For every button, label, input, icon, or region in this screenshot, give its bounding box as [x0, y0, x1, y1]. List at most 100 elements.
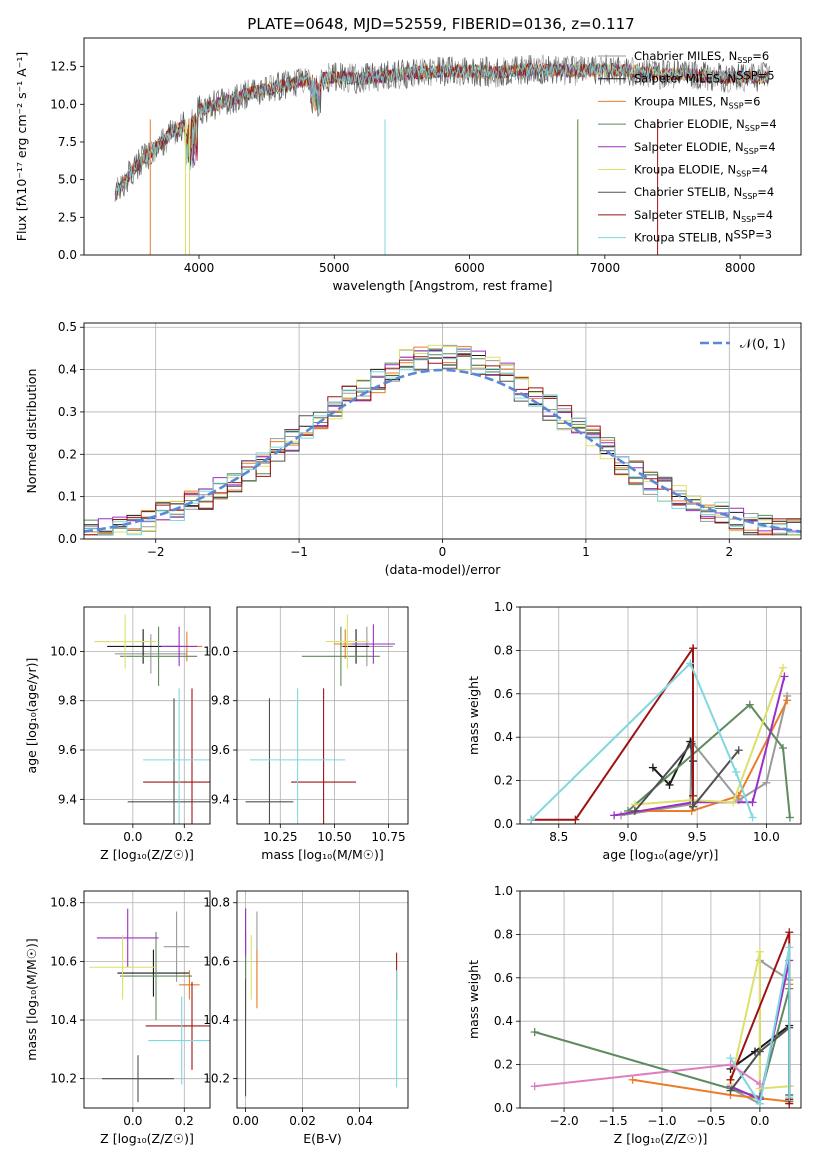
x-tick-label: 0.0 [123, 830, 142, 844]
x-tick-label: 0.0 [123, 1114, 142, 1128]
plot-area [237, 607, 408, 824]
legend-subscript: SSP [737, 56, 752, 65]
x-tick-label: 6000 [454, 261, 485, 275]
panel-weight-vs-age: 8.5 9.0 9.5 10.0 0.0 0.2 0.4 0.6 0.8 1.0 age [log₁… [466, 600, 802, 862]
axes-frame [236, 890, 409, 1109]
plot-area [520, 891, 801, 1108]
x-tick-label: 0.2 [175, 830, 194, 844]
y-axis-label: Normed distribution [24, 369, 39, 494]
x-axis-label: wavelength [Angstrom, rest frame] [332, 278, 552, 293]
y-tick-label: 0.4 [494, 730, 513, 744]
legend-subscript: SSP [729, 101, 744, 110]
y-tick-label: 0.3 [58, 405, 77, 419]
x-tick-label: 5000 [319, 261, 350, 275]
y-tick-label: 7.5 [58, 135, 77, 149]
panel-age-vs-Z: 0.0 0.2 9.4 9.6 9.8 10.0 Z [log₁₀(Z/Z☉)] age [l… [24, 606, 211, 862]
legend-count: SSP=3 [734, 228, 773, 242]
x-tick-label: 10.25 [263, 830, 297, 844]
x-axis-label: E(B-V) [303, 1131, 342, 1146]
weight-line-8 [729, 947, 791, 1107]
y-axis-label: mass weight [466, 960, 481, 1039]
x-tick-label: 4000 [184, 261, 215, 275]
legend-label: Salpeter ELODIE, NSSP=4 [634, 140, 776, 156]
panel-age-vs-mass: 10.25 10.50 10.75 9.4 9.6 9.8 10.0 mass [log₁₀(… [203, 606, 409, 862]
y-tick-label: 1.0 [494, 884, 513, 898]
panel-residuals: −2 −1 0 1 2 0.0 0.1 0.2 0.3 0.4 0.5 (data-model)/er… [24, 320, 802, 577]
legend-model-name: Kroupa ELODIE, N [634, 163, 736, 177]
axes-frame [519, 606, 802, 825]
legend-label: Kroupa MILES, NSSP=6 [634, 94, 760, 110]
panel-mass-vs-Z: 0.0 0.2 10.2 10.4 10.6 10.8 Z [log₁₀(Z/Z☉)] mas… [24, 890, 211, 1146]
legend-label: Salpeter STELIB, NSSP=4 [634, 208, 773, 224]
y-tick-label: 0.2 [58, 447, 77, 461]
weight-line-7 [531, 644, 694, 821]
weight-line-0 [620, 695, 789, 817]
y-axis-label: mass weight [466, 676, 481, 755]
spectrum-line-8 [114, 61, 770, 203]
x-tick-label: −1 [290, 545, 308, 559]
y-tick-label: 0.0 [494, 1101, 513, 1115]
weight-line-3 [627, 703, 791, 818]
weight-line-5 [634, 667, 784, 806]
legend-model-name: Chabrier ELODIE, N [634, 117, 745, 131]
y-tick-label: 9.4 [58, 792, 77, 806]
y-tick-label: 10.8 [50, 896, 77, 910]
x-axis-label: age [log₁₀(age/yr)] [603, 847, 719, 862]
weight-line-5 [729, 951, 790, 1090]
y-tick-label: 9.4 [211, 792, 230, 806]
y-tick-label: 1.0 [494, 600, 513, 614]
legend-count: =4 [759, 140, 776, 154]
y-tick-label: 10.2 [203, 1072, 230, 1086]
axes-frame [83, 606, 211, 825]
x-tick-label: 0 [439, 545, 447, 559]
y-tick-label: 12.5 [50, 60, 77, 74]
legend-model-name: Kroupa STELIB, N [634, 231, 734, 245]
legend-label: Kroupa ELODIE, NSSP=4 [634, 163, 768, 179]
weight-line-4 [613, 676, 786, 817]
legend-model-name: Chabrier STELIB, N [634, 185, 742, 199]
legend-model-name: Salpeter MILES, N [634, 72, 736, 86]
y-tick-label: 10.6 [50, 954, 77, 968]
plot-area [84, 607, 210, 824]
x-tick-label: 9.5 [688, 830, 707, 844]
y-tick-label: 0.0 [58, 532, 77, 546]
legend-count: =4 [760, 117, 777, 131]
x-tick-label: 8.5 [549, 830, 568, 844]
panel-mass-vs-ebv: 0.00 0.02 0.04 10.2 10.4 10.6 10.8 E(B-V) [203, 890, 409, 1146]
y-axis-label: Flux [fλ10⁻¹⁷ erg cm⁻² s⁻¹ A⁻¹] [14, 52, 29, 241]
panel-spectrum: 4000 5000 6000 7000 8000 0.0 2.5 5.0 7.5 10.0 12.5… [14, 37, 802, 293]
y-tick-label: 10.4 [203, 1013, 230, 1027]
x-tick-label: 0.04 [346, 1114, 373, 1128]
legend-label: Chabrier STELIB, NSSP=4 [634, 185, 774, 201]
x-tick-label: 10.75 [371, 830, 405, 844]
legend-subscript: SSP [741, 215, 756, 224]
x-tick-label: −2 [147, 545, 165, 559]
histogram-8 [84, 348, 801, 539]
x-tick-label: 2 [725, 545, 733, 559]
plot-area [84, 323, 801, 539]
y-tick-label: 0.8 [494, 643, 513, 657]
y-tick-label: 9.8 [58, 694, 77, 708]
legend-label: Kroupa STELIB, NSSP=3 [634, 228, 772, 245]
axes-frame [83, 37, 802, 256]
legend-count: =4 [751, 163, 768, 177]
x-tick-label: −1.0 [647, 1114, 676, 1128]
y-tick-label: 0.4 [58, 363, 77, 377]
x-tick-label: −2.0 [549, 1114, 578, 1128]
y-tick-label: 0.0 [494, 817, 513, 831]
axes-frame [519, 890, 802, 1109]
x-axis-label: mass [log₁₀(M/M☉)] [261, 847, 383, 862]
gaussian-curve [84, 368, 801, 533]
y-tick-label: 0.5 [58, 320, 77, 334]
legend-model-name: Salpeter ELODIE, N [634, 140, 744, 154]
x-tick-label: 8000 [725, 261, 756, 275]
x-tick-label: 0.2 [175, 1114, 194, 1128]
legend-label: Salpeter MILES, NSSP=5 [634, 69, 775, 86]
legend-count: =6 [752, 49, 769, 63]
y-tick-label: 0.8 [494, 927, 513, 941]
x-axis-label: Z [log₁₀(Z/Z☉)] [614, 1131, 708, 1146]
legend-label: 𝒩(0, 1) [740, 336, 786, 351]
y-tick-label: 2.5 [58, 210, 77, 224]
